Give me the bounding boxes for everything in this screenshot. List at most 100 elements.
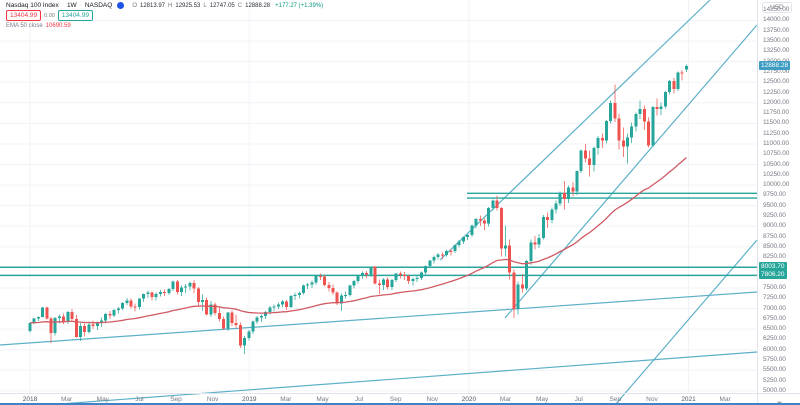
price-tick-label: 5750.00 [763,356,786,363]
price-tick-label: 7500.00 [763,283,786,291]
nasdaq-logo-icon [117,2,125,9]
symbol-title[interactable]: Nasdaq 100 Index [6,2,59,9]
time-tick-year-label: 2020 [461,396,477,403]
time-tick-month-label: Mar [719,396,731,403]
price-tick-label: 14250.00 [763,6,790,14]
price-axis[interactable]: USD 5000.00 5250.00 5500.00 5750.00 6000.00 6… [757,0,800,394]
low-label: L [203,2,207,9]
bid-ask-row: 13404.99 0.00 13404.99 [6,10,323,21]
trendline-drawing[interactable] [614,239,758,405]
price-level-label[interactable]: 8003.70 [759,262,787,272]
time-tick-month-label: Jul [354,396,364,403]
price-tick-label: 6500.00 [763,325,786,333]
candlestick-series [28,64,688,355]
ema-indicator-label: EMA 50 close [6,23,43,29]
price-tick-label: 9000.00 [763,222,786,230]
time-tick-year-label: 2019 [242,396,257,403]
price-tick-label: 10000.00 [763,181,790,189]
price-tick-label: 10250.00 [763,170,790,178]
axis-settings-corner[interactable]: ⚙ [757,393,800,405]
exchange-label[interactable]: NASDAQ [84,2,113,9]
time-tick-month-label: Mar [280,396,292,403]
price-tick-label: 11000.00 [763,139,789,147]
ohlc-readout: O 12813.97 H 12925.53 L 12747.05 C 12888.28 [132,3,270,9]
time-tick-year-label: 2021 [681,396,696,403]
time-axis[interactable]: 2018 Mar May Jul Sep Nov 2019 Mar May Jul Sep Nov 20… [0,393,757,405]
gear-icon[interactable]: ⚙ [776,400,783,405]
price-tick-label: 5250.00 [763,376,786,384]
close-label: C [237,2,243,9]
price-tick-label: 5000.00 [763,386,786,394]
time-tick-month-label: Jul [135,396,144,403]
price-tick-label: 8750.00 [763,232,786,240]
price-tick-label: 13750.00 [763,26,790,34]
price-tick-label: 11500.00 [763,119,789,127]
trendline-drawing[interactable] [59,351,758,405]
time-tick-month-label: Mar [61,396,73,403]
time-tick-month-label: Nov [206,396,219,403]
symbol-info-row: Nasdaq 100 Index · 1W · NASDAQ O 12813.97… [6,2,323,9]
price-tick-label: 11750.00 [763,109,789,117]
time-tick-month-label: May [96,396,109,403]
price-tick-label: 12250.00 [763,88,790,96]
price-change-value: +177.27 (+1.39%) [275,2,324,9]
price-tick-label: 6250.00 [763,335,786,343]
high-value: 12925.53 [175,2,201,9]
trendline-drawing[interactable] [0,291,758,346]
price-tick-label: 10500.00 [763,160,790,168]
price-tick-label: 8500.00 [763,242,786,250]
price-tick-label: 9250.00 [763,211,786,219]
trendline-drawing[interactable] [439,0,711,261]
currency-usd-button[interactable]: USD [762,2,792,13]
time-tick-month-label: Sep [609,396,622,403]
ema-indicator-row[interactable]: EMA 50 close 10690.59 [6,23,323,29]
time-tick-month-label: Sep [389,396,402,403]
price-tick-label: 7000.00 [763,304,786,312]
time-tick-year-label: 2018 [22,396,38,403]
price-tick-label: 12000.00 [763,98,790,106]
price-tick-label: 7250.00 [763,294,786,302]
price-tick-label: 14000.00 [763,16,790,24]
separator-dot: · [61,2,64,9]
price-tick-label: 6750.00 [763,314,786,322]
price-tick-label: 12500.00 [763,78,790,86]
time-tick-month-label: Jul [574,396,583,403]
low-value: 12747.05 [209,2,235,9]
buy-price-button[interactable]: 13404.99 [57,10,93,21]
open-label: O [132,2,137,9]
price-tick-label: 9500.00 [763,201,786,209]
symbol-legend: Nasdaq 100 Index · 1W · NASDAQ O 12813.97… [6,2,323,30]
open-value: 12813.97 [139,2,166,9]
price-tick-label: 11250.00 [763,129,789,137]
price-tick-label: 8250.00 [763,253,786,261]
ema-line[interactable] [29,157,687,324]
time-tick-month-label: Mar [499,396,512,403]
spread-value: 0.00 [44,12,55,19]
ema-indicator-value: 10690.59 [45,23,71,29]
time-tick-month-label: May [535,396,549,403]
price-tick-label: 9750.00 [763,191,786,199]
price-tick-label: 12750.00 [763,67,790,75]
price-level-label[interactable]: 7806.20 [759,270,787,280]
price-tick-label: 13000.00 [763,58,789,65]
high-label: H [168,2,173,9]
last-price-label: 12888.28 [759,61,791,71]
time-tick-month-label: Nov [426,396,439,403]
time-tick-month-label: Nov [646,396,658,403]
price-tick-label: 5500.00 [763,366,786,374]
time-tick-month-label: May [316,396,329,403]
separator-dot: · [79,2,82,9]
price-tick-label: 13500.00 [763,37,790,45]
interval-label[interactable]: 1W [66,2,77,9]
price-tick-label: 13250.00 [763,47,790,55]
trendline-drawing[interactable] [504,24,758,319]
sell-price-button[interactable]: 13404.99 [6,10,42,21]
time-tick-month-label: Sep [170,396,182,403]
price-tick-label: 6000.00 [763,345,786,353]
bottom-accent-bar [0,403,800,405]
price-tick-label: 10750.00 [763,150,790,158]
close-value: 12888.28 [245,2,271,9]
